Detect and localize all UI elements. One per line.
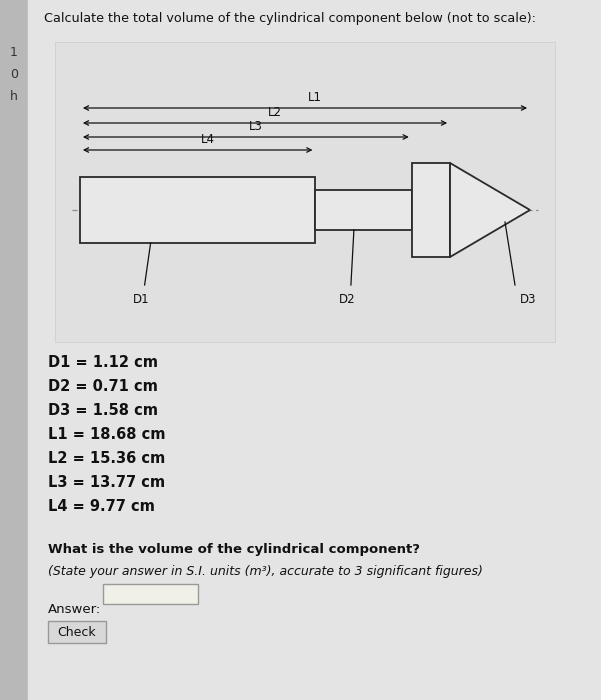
Bar	[48, 621, 106, 643]
Text: h: h	[10, 90, 18, 104]
Text: What is the volume of the cylindrical component?: What is the volume of the cylindrical co…	[48, 543, 420, 556]
Bar	[0, 0, 28, 700]
Text: Check: Check	[58, 626, 96, 638]
Text: D3: D3	[520, 293, 537, 306]
Text: L1: L1	[308, 91, 322, 104]
Bar	[55, 42, 555, 342]
Text: L2 = 15.36 cm: L2 = 15.36 cm	[48, 451, 165, 466]
Text: Calculate the total volume of the cylindrical component below (not to scale):: Calculate the total volume of the cylind…	[44, 12, 536, 25]
Text: D3 = 1.58 cm: D3 = 1.58 cm	[48, 403, 158, 418]
Text: L3 = 13.77 cm: L3 = 13.77 cm	[48, 475, 165, 490]
Bar	[412, 163, 450, 257]
Text: D2: D2	[339, 293, 356, 306]
Bar	[80, 177, 316, 243]
Text: 0: 0	[10, 69, 18, 81]
Text: L2: L2	[268, 106, 282, 119]
Text: D1: D1	[133, 293, 149, 306]
Polygon shape	[450, 163, 530, 257]
Text: L4: L4	[201, 133, 215, 146]
Text: 1: 1	[10, 46, 18, 59]
Text: (State your answer in S.I. units (m³), accurate to 3 significant figures): (State your answer in S.I. units (m³), a…	[48, 565, 483, 578]
Text: L1 = 18.68 cm: L1 = 18.68 cm	[48, 427, 165, 442]
Text: Answer:: Answer:	[48, 603, 101, 616]
Text: L4 = 9.77 cm: L4 = 9.77 cm	[48, 499, 155, 514]
Text: D1 = 1.12 cm: D1 = 1.12 cm	[48, 355, 158, 370]
Bar	[316, 190, 412, 230]
Text: L3: L3	[249, 120, 263, 133]
Bar	[103, 584, 198, 604]
Text: D2 = 0.71 cm: D2 = 0.71 cm	[48, 379, 158, 394]
